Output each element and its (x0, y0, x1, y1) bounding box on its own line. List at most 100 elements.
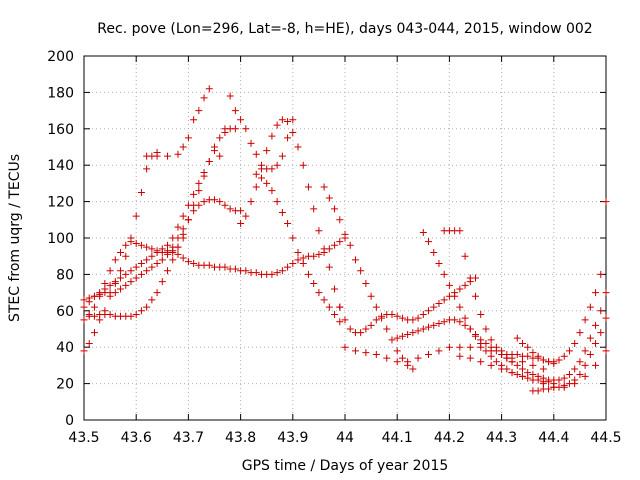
data-point (466, 343, 474, 351)
data-point (216, 152, 224, 160)
data-point (263, 147, 271, 155)
data-point (242, 125, 250, 133)
data-points (80, 85, 610, 395)
data-point (284, 118, 292, 126)
data-point (581, 372, 589, 380)
data-point (425, 307, 433, 315)
data-point (404, 330, 412, 338)
data-point (294, 256, 302, 264)
data-point (425, 238, 433, 246)
data-point (398, 314, 406, 322)
data-point (132, 310, 140, 318)
data-point (341, 230, 349, 238)
data-point (487, 352, 495, 360)
series-satellite-arc-11 (320, 183, 417, 373)
y-tick-label: 60 (56, 304, 74, 320)
data-point (111, 256, 119, 264)
data-point (148, 263, 156, 271)
data-point (278, 267, 286, 275)
data-point (560, 381, 568, 389)
data-point (90, 312, 98, 320)
data-point (524, 352, 532, 360)
data-point (127, 312, 135, 320)
y-tick-label: 140 (47, 158, 74, 174)
data-point (331, 205, 339, 213)
data-point (237, 219, 245, 227)
data-point (331, 285, 339, 293)
data-point (216, 198, 224, 206)
data-point (440, 318, 448, 326)
data-point (221, 201, 229, 209)
data-point (164, 267, 172, 275)
data-point (362, 349, 370, 357)
data-point (268, 165, 276, 173)
data-point (273, 269, 281, 277)
data-point (586, 334, 594, 342)
data-point (195, 179, 203, 187)
data-point (581, 347, 589, 355)
series-satellite-arc-5 (85, 125, 239, 320)
data-point (440, 296, 448, 304)
data-point (372, 350, 380, 358)
data-point (320, 296, 328, 304)
data-point (315, 250, 323, 258)
data-point (132, 239, 140, 247)
data-point (466, 274, 474, 282)
data-point (226, 92, 234, 100)
data-point (518, 365, 526, 373)
data-point (247, 198, 255, 206)
data-point (524, 343, 532, 351)
data-point (174, 250, 182, 258)
data-point (117, 285, 125, 293)
data-point (174, 223, 182, 231)
data-point (419, 229, 427, 237)
data-point (273, 161, 281, 169)
data-point (571, 340, 579, 348)
data-point (252, 170, 260, 178)
data-point (174, 234, 182, 242)
series-satellite-arc-8 (216, 92, 297, 173)
data-point (137, 270, 145, 278)
data-point (592, 321, 600, 329)
y-tick-label: 0 (65, 413, 74, 429)
data-point (122, 281, 130, 289)
data-point (539, 374, 547, 382)
y-tick-label: 20 (56, 377, 74, 393)
data-point (289, 116, 297, 124)
data-point (294, 143, 302, 151)
data-point (158, 256, 166, 264)
data-point (304, 270, 312, 278)
series-satellite-arc-12 (336, 274, 479, 337)
data-point (425, 350, 433, 358)
data-point (456, 303, 464, 311)
data-point (132, 263, 140, 271)
data-point (534, 352, 542, 360)
data-point (503, 354, 511, 362)
data-point (111, 289, 119, 297)
data-point (367, 321, 375, 329)
data-point (555, 383, 563, 391)
data-point (247, 139, 255, 147)
data-point (216, 134, 224, 142)
data-point (393, 334, 401, 342)
y-tick-labels: 0 20 40 60 80 100 120 140 160 180 200 (47, 49, 74, 429)
data-point (169, 249, 177, 257)
data-point (179, 143, 187, 151)
data-point (153, 249, 161, 257)
data-point (341, 316, 349, 324)
data-point (529, 371, 537, 378)
data-point (393, 347, 401, 355)
data-point (127, 238, 135, 246)
data-point (174, 243, 182, 251)
data-point (143, 165, 151, 173)
data-point (80, 316, 88, 324)
data-point (560, 374, 568, 382)
data-point (158, 245, 166, 253)
data-point (336, 238, 344, 246)
data-point (122, 270, 130, 278)
data-point (127, 267, 135, 275)
data-point (205, 261, 213, 269)
data-point (534, 372, 542, 380)
data-point (388, 336, 396, 344)
data-point (117, 249, 125, 257)
